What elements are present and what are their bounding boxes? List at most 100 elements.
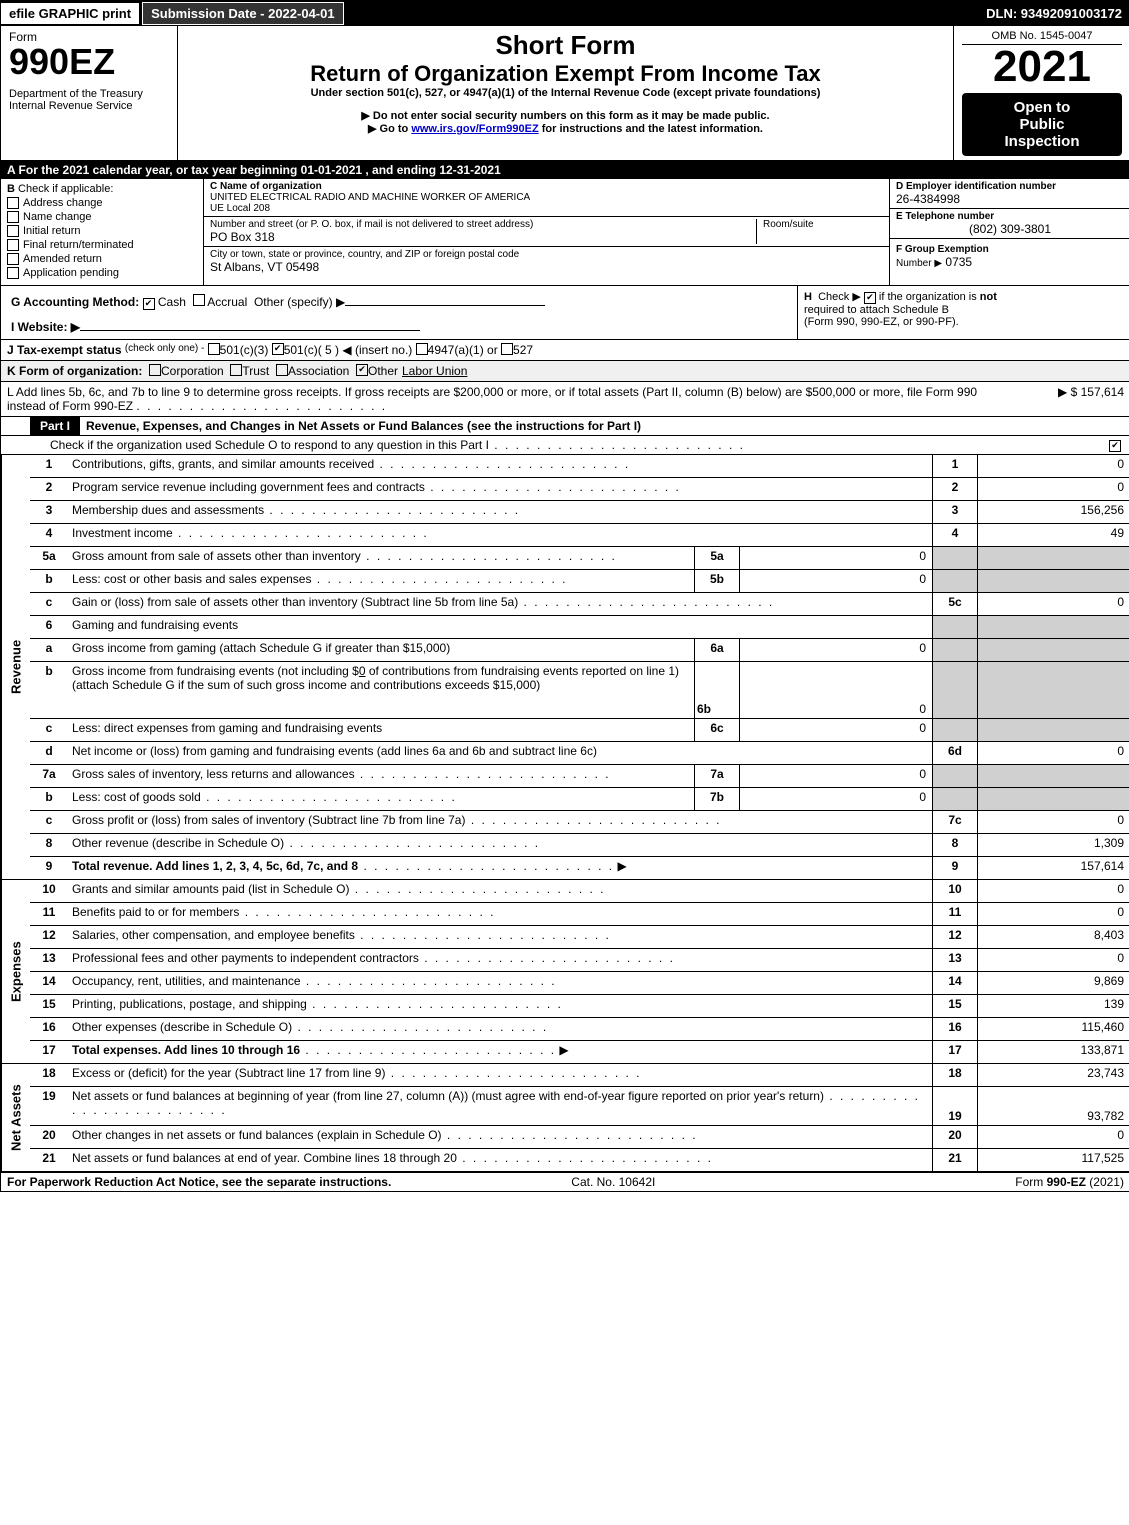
goto-line: ▶ Go to www.irs.gov/Form990EZ for instru… xyxy=(186,122,945,135)
dots-filler xyxy=(292,1020,548,1034)
city-label: City or town, state or province, country… xyxy=(210,249,883,260)
ein-label: D Employer identification number xyxy=(896,181,1124,192)
footer-right-post: (2021) xyxy=(1086,1175,1124,1189)
dots-filler xyxy=(349,882,605,896)
address-change-label: Address change xyxy=(23,197,103,209)
group-exemption-value: 0735 xyxy=(945,255,972,269)
k-corp-checkbox[interactable] xyxy=(149,364,161,376)
line-rnum: 14 xyxy=(932,972,977,994)
title-return: Return of Organization Exempt From Incom… xyxy=(186,61,945,87)
sub-value: 0 xyxy=(739,547,932,569)
line-desc: Salaries, other compensation, and employ… xyxy=(72,928,355,942)
dots-filler xyxy=(489,438,745,452)
dots-filler xyxy=(355,767,611,781)
name-change-checkbox[interactable] xyxy=(7,211,19,223)
line-num: 10 xyxy=(30,880,68,902)
line-num: b xyxy=(30,662,68,718)
line-k: K Form of organization: Corporation Trus… xyxy=(1,361,1129,382)
line-g: G Accounting Method: Cash Accrual Other … xyxy=(5,288,793,313)
sub-value: 0 xyxy=(739,639,932,661)
sub-value: 0 xyxy=(739,570,932,592)
part-i-title: Revenue, Expenses, and Changes in Net As… xyxy=(80,417,647,435)
line-value: 23,743 xyxy=(977,1064,1129,1086)
check-if-applicable: Check if applicable: xyxy=(18,183,113,195)
right-info-block: D Employer identification number 26-4384… xyxy=(889,179,1129,285)
revenue-section: Revenue 1Contributions, gifts, grants, a… xyxy=(1,455,1129,880)
initial-return-checkbox[interactable] xyxy=(7,225,19,237)
shaded-cell xyxy=(977,639,1129,661)
line-desc: Gross amount from sale of assets other t… xyxy=(72,549,361,563)
top-bar: efile GRAPHIC print Submission Date - 20… xyxy=(1,1,1129,26)
h-not: not xyxy=(980,291,997,303)
k-assoc-checkbox[interactable] xyxy=(276,364,288,376)
footer-left: For Paperwork Reduction Act Notice, see … xyxy=(7,1175,391,1189)
net-assets-vertical-label: Net Assets xyxy=(1,1064,30,1171)
submission-date: Submission Date - 2022-04-01 xyxy=(142,2,344,25)
schedule-o-checkbox[interactable] xyxy=(1109,440,1121,452)
room-suite-label: Room/suite xyxy=(756,219,883,244)
line-desc: Gain or (loss) from sale of assets other… xyxy=(72,595,518,609)
line-desc: Less: cost or other basis and sales expe… xyxy=(72,572,311,586)
c-label: C Name of organization xyxy=(210,181,883,192)
k-other-checkbox[interactable] xyxy=(356,364,368,376)
dept-label: Department of the Treasury xyxy=(9,88,169,100)
dots-filler xyxy=(284,836,540,850)
form-header: Form 990EZ Department of the Treasury In… xyxy=(1,26,1129,161)
j-501c3-checkbox[interactable] xyxy=(208,343,220,355)
k-label: K Form of organization: xyxy=(7,364,142,378)
line-value: 0 xyxy=(977,1126,1129,1148)
j-4947-checkbox[interactable] xyxy=(416,343,428,355)
line-rnum: 15 xyxy=(932,995,977,1017)
k-corp: Corporation xyxy=(161,364,224,378)
line-rnum: 1 xyxy=(932,455,977,477)
shaded-cell xyxy=(932,547,977,569)
website-input[interactable] xyxy=(80,316,420,331)
sub-col: 5a xyxy=(694,547,739,569)
shaded-cell xyxy=(932,765,977,787)
j-o3: 4947(a)(1) or xyxy=(428,343,498,357)
line-value: 93,782 xyxy=(977,1087,1129,1125)
line-value: 0 xyxy=(977,811,1129,833)
k-trust-checkbox[interactable] xyxy=(230,364,242,376)
part-i-label: Part I xyxy=(30,417,80,435)
section-b-checkboxes: B Check if applicable: Address change Na… xyxy=(1,179,204,285)
line-value: 0 xyxy=(977,455,1129,477)
dots-filler xyxy=(301,974,557,988)
address-change-checkbox[interactable] xyxy=(7,197,19,209)
line-desc: Gross income from gaming (attach Schedul… xyxy=(72,641,450,655)
tax-year: 2021 xyxy=(962,45,1122,89)
amended-return-checkbox[interactable] xyxy=(7,253,19,265)
cash-checkbox[interactable] xyxy=(143,298,155,310)
line-value: 139 xyxy=(977,995,1129,1017)
line-num: 12 xyxy=(30,926,68,948)
schedule-b-checkbox[interactable] xyxy=(864,292,876,304)
h-post3: (Form 990, 990-EZ, or 990-PF). xyxy=(804,316,959,328)
other-specify-input[interactable] xyxy=(345,291,545,306)
line-desc: Grants and similar amounts paid (list in… xyxy=(72,882,349,896)
irs-link[interactable]: www.irs.gov/Form990EZ xyxy=(411,123,538,135)
j-501c-checkbox[interactable] xyxy=(272,343,284,355)
shaded-cell xyxy=(977,765,1129,787)
final-return-checkbox[interactable] xyxy=(7,239,19,251)
line-value: 0 xyxy=(977,903,1129,925)
line-value: 8,403 xyxy=(977,926,1129,948)
application-pending-checkbox[interactable] xyxy=(7,267,19,279)
sub-value: 0 xyxy=(739,765,932,787)
cash-label: Cash xyxy=(158,295,186,309)
j-o2: 501(c)( 5 ) ◀ (insert no.) xyxy=(284,343,413,357)
line-value: 133,871 xyxy=(977,1041,1129,1063)
line-desc: Other changes in net assets or fund bala… xyxy=(72,1128,442,1142)
j-527-checkbox[interactable] xyxy=(501,343,513,355)
line-rnum: 4 xyxy=(932,524,977,546)
sub-col: 5b xyxy=(694,570,739,592)
line-rnum: 16 xyxy=(932,1018,977,1040)
accrual-checkbox[interactable] xyxy=(193,294,205,306)
part-i-check-text: Check if the organization used Schedule … xyxy=(30,436,1100,454)
sub-value: 0 xyxy=(739,719,932,741)
line-rnum: 6d xyxy=(932,742,977,764)
org-name-1: UNITED ELECTRICAL RADIO AND MACHINE WORK… xyxy=(210,192,883,203)
k-other-value: Labor Union xyxy=(402,364,467,378)
dots-filler xyxy=(374,457,630,471)
h-label: H xyxy=(804,291,812,303)
j-o1: 501(c)(3) xyxy=(220,343,269,357)
